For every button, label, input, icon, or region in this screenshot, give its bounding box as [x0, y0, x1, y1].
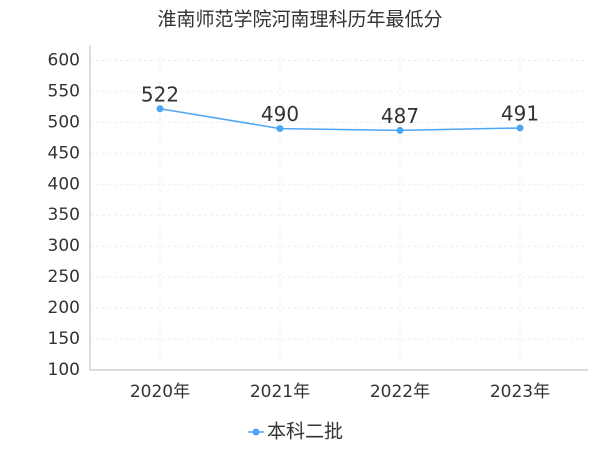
data-label: 487: [381, 104, 419, 128]
y-tick-label: 350: [48, 205, 80, 225]
data-label: 522: [141, 82, 179, 106]
line: [159, 108, 521, 132]
point: [276, 125, 284, 133]
y-tick-label: 300: [48, 236, 80, 256]
y-tick-label: 600: [48, 50, 80, 70]
point: [156, 105, 164, 113]
chart-title: 淮南师范学院河南理科历年最低分: [157, 9, 442, 31]
y-tick-label: 150: [48, 329, 80, 349]
x-tick-label: 2022年: [370, 382, 430, 402]
y-tick-label: 400: [48, 174, 80, 194]
y-tick-label: 450: [48, 143, 80, 163]
data-label: 490: [261, 102, 299, 126]
legend-label: 本科二批: [267, 421, 343, 443]
legend-marker: [252, 428, 260, 436]
y-tick-label: 100: [48, 360, 80, 380]
data-label: 491: [501, 101, 539, 125]
y-tick-label: 550: [48, 81, 80, 101]
y-tick-label: 200: [48, 298, 80, 318]
x-tick-label: 2021年: [250, 382, 310, 402]
x-tick-label: 2023年: [490, 382, 550, 402]
x-tick-label: 2020年: [130, 382, 190, 402]
point: [396, 126, 404, 134]
point: [516, 124, 524, 132]
y-tick-label: 250: [48, 267, 80, 287]
y-tick-label: 500: [48, 112, 80, 132]
